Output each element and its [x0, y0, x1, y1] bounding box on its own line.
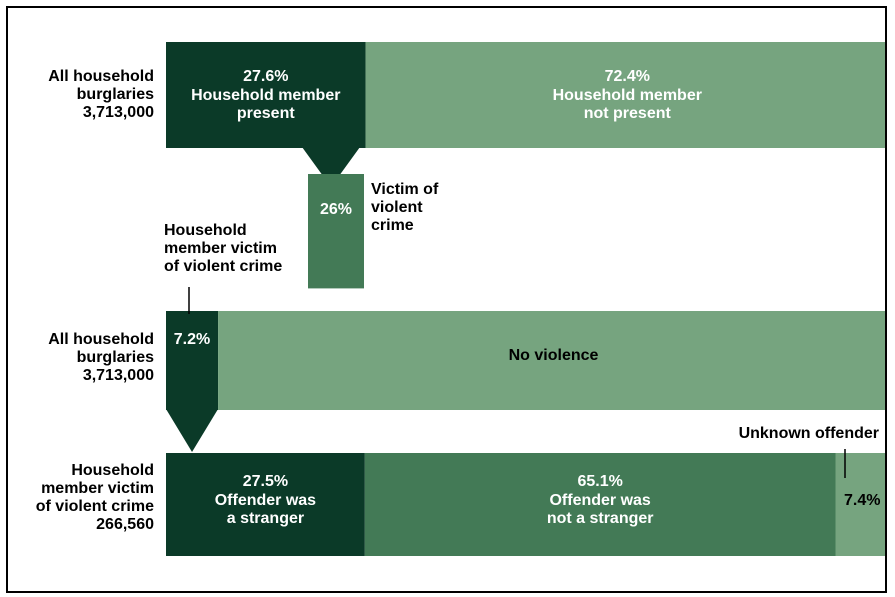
callout-label-violence: Household [164, 222, 247, 239]
row-label-all-burglaries-2: burglaries [77, 349, 154, 366]
bar-segment-unknown [835, 453, 885, 556]
bar-segment-no-violence [218, 311, 885, 410]
segment-label-victim: crime [371, 217, 414, 234]
data-label-not-present: 72.4% [605, 68, 650, 85]
pointer-present [302, 147, 360, 187]
segment-label-stranger: a stranger [227, 510, 304, 527]
bar-segment-violence [166, 311, 219, 410]
row-label-all-burglaries-1: All household [48, 68, 154, 85]
data-label-stranger: 27.5% [243, 473, 288, 490]
bar-segment-victim [308, 174, 364, 289]
row-label-all-burglaries-1: 3,713,000 [83, 104, 154, 121]
pointer-violence [166, 409, 219, 452]
segment-label-not-stranger: not a stranger [547, 510, 654, 527]
data-label-violence: 7.2% [174, 331, 210, 348]
data-label-not-stranger: 65.1% [577, 473, 622, 490]
data-label-present: 27.6% [243, 68, 288, 85]
data-label-victim: 26% [320, 201, 352, 218]
segment-label-not-present: not present [584, 105, 672, 122]
callout-label-violence: member victim [164, 240, 277, 257]
row-label-all-burglaries-1: burglaries [77, 86, 154, 103]
bar-segment-stranger [166, 453, 365, 556]
segment-label-unknown: Unknown offender [739, 425, 879, 442]
segment-label-victim: violent [371, 199, 423, 216]
row-label-victims: Household [71, 462, 154, 479]
segment-label-present: present [237, 105, 295, 122]
data-label-unknown: 7.4% [844, 492, 880, 509]
bar-segment-present [166, 42, 366, 148]
row-label-victims: of violent crime [36, 498, 154, 515]
row-label-victims: 266,560 [96, 516, 154, 533]
bar-segment-not-stranger [364, 453, 836, 556]
segment-label-not-present: Household member [553, 87, 702, 104]
segment-label-present: Household member [191, 87, 340, 104]
bar-segment-not-present [365, 42, 885, 148]
row-label-all-burglaries-2: All household [48, 331, 154, 348]
chart-frame: 27.6% Household member present 72.4% Househo… [6, 6, 887, 593]
row-label-victims: member victim [41, 480, 154, 497]
segment-label-not-stranger: Offender was [549, 492, 650, 509]
row-label-all-burglaries-2: 3,713,000 [83, 367, 154, 384]
burglary-breakdown-chart: 27.6%Household memberpresent72.4%Househo… [36, 42, 885, 556]
callout-label-violence: of violent crime [164, 258, 282, 275]
segment-label-stranger: Offender was [215, 492, 316, 509]
segment-label-no-violence: No violence [509, 347, 599, 364]
segment-label-victim: Victim of [371, 181, 439, 198]
